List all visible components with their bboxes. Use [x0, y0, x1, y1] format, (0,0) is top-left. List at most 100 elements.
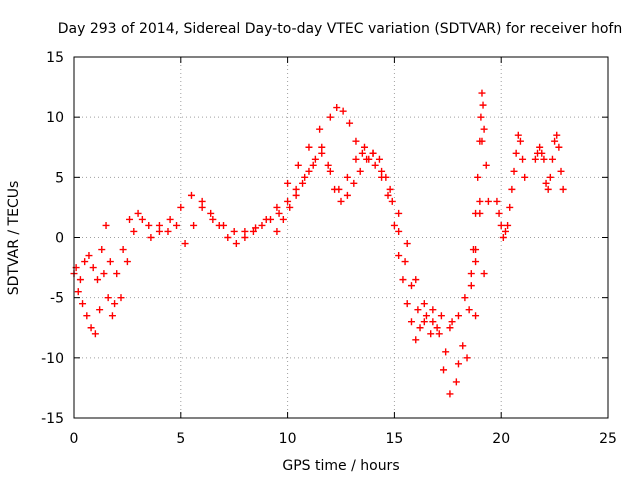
data-point	[104, 294, 112, 302]
data-point	[446, 390, 454, 398]
data-point	[384, 191, 392, 199]
data-point	[326, 113, 334, 121]
data-point	[337, 197, 345, 205]
data-point	[106, 258, 114, 266]
data-point	[100, 270, 108, 278]
data-point	[318, 149, 326, 157]
data-point	[414, 306, 422, 314]
data-point	[352, 137, 360, 145]
data-point	[395, 252, 403, 260]
data-point	[403, 300, 411, 308]
data-point	[305, 167, 313, 175]
data-point	[557, 167, 565, 175]
data-point	[493, 197, 501, 205]
data-point	[446, 324, 454, 332]
data-point	[130, 227, 138, 235]
data-point	[407, 282, 415, 290]
data-point	[454, 360, 462, 368]
data-point	[299, 179, 307, 187]
y-tick-label: 0	[55, 231, 64, 247]
data-point	[495, 209, 503, 217]
data-point	[166, 215, 174, 223]
data-point	[284, 197, 292, 205]
data-point	[333, 104, 341, 112]
x-tick-label: 15	[385, 431, 403, 447]
data-point	[258, 221, 266, 229]
data-point	[318, 143, 326, 151]
data-point	[81, 258, 89, 266]
data-point	[190, 221, 198, 229]
data-point	[85, 252, 93, 260]
data-point	[352, 155, 360, 163]
data-point	[111, 300, 119, 308]
data-point	[267, 215, 275, 223]
data-point	[452, 378, 460, 386]
data-point	[286, 203, 294, 211]
data-point	[476, 197, 484, 205]
data-point	[241, 234, 249, 241]
data-point	[467, 282, 475, 290]
x-tick-label: 25	[599, 431, 617, 447]
data-point	[546, 173, 554, 181]
data-point	[134, 209, 142, 217]
data-point	[294, 161, 302, 169]
data-point	[395, 209, 403, 217]
series-track-b	[72, 143, 488, 368]
data-point	[279, 215, 287, 223]
x-tick-label: 10	[279, 431, 297, 447]
data-point	[273, 203, 281, 211]
data-point	[472, 258, 480, 266]
data-point	[407, 318, 415, 326]
data-point	[477, 113, 485, 121]
data-point	[147, 234, 155, 241]
data-point	[480, 270, 488, 278]
data-point	[461, 294, 469, 302]
data-point	[117, 294, 125, 302]
grid	[74, 57, 608, 418]
y-tick-label: 5	[55, 170, 64, 186]
data-point	[98, 246, 106, 254]
data-point	[412, 336, 420, 344]
data-point	[386, 185, 394, 193]
data-point	[519, 155, 527, 163]
series-track-d	[467, 89, 492, 290]
data-point	[74, 288, 82, 296]
data-point	[119, 246, 127, 254]
data-point	[390, 221, 398, 229]
data-point	[343, 173, 351, 181]
series-track-f	[531, 131, 567, 193]
data-point	[309, 161, 317, 169]
y-axis-label: SDTVAR / TECUs	[6, 181, 22, 296]
data-point	[454, 312, 462, 320]
data-point	[516, 137, 524, 145]
data-point	[448, 318, 456, 326]
data-point	[476, 137, 484, 145]
data-point	[382, 173, 390, 181]
data-point	[138, 215, 146, 223]
data-point	[145, 221, 153, 229]
series-track-e	[493, 131, 529, 241]
series-track-c	[273, 137, 486, 398]
data-point	[531, 155, 539, 163]
data-point	[427, 330, 435, 338]
data-point	[358, 149, 366, 157]
data-point	[540, 155, 548, 163]
data-point	[482, 161, 490, 169]
data-point	[499, 234, 507, 241]
data-point	[412, 276, 420, 284]
data-point	[501, 227, 509, 235]
data-point	[360, 143, 368, 151]
data-point	[388, 197, 396, 205]
data-point	[484, 197, 492, 205]
data-point	[555, 143, 563, 151]
data-point	[76, 276, 84, 284]
y-tick-label: -15	[41, 411, 64, 427]
data-point	[442, 348, 450, 356]
data-point	[155, 227, 163, 235]
data-point	[510, 167, 518, 175]
data-point	[331, 185, 339, 193]
data-point	[316, 125, 324, 133]
data-point	[378, 167, 386, 175]
data-point	[215, 221, 223, 229]
